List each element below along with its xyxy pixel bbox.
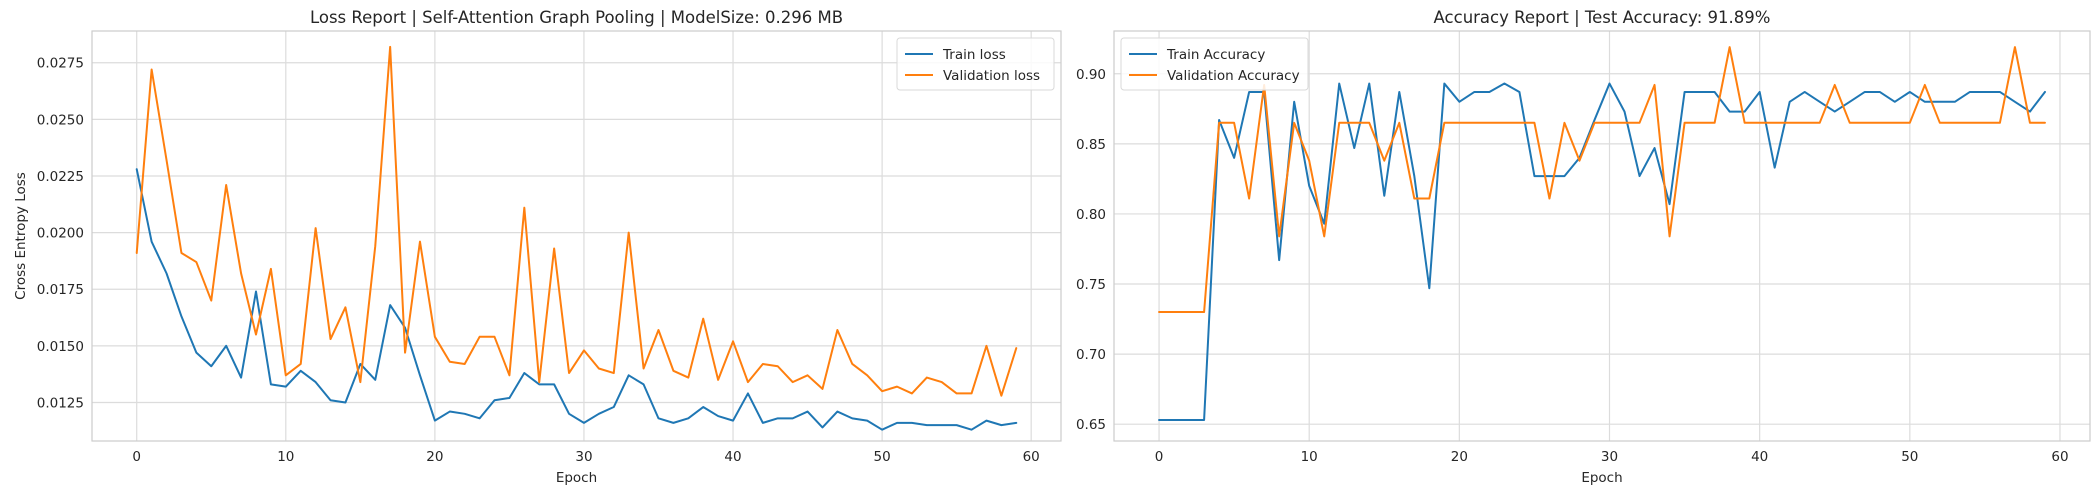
legend-entry: Train loss bbox=[942, 47, 1006, 63]
legend-box bbox=[896, 37, 1055, 91]
y-tick-label: 0.90 bbox=[1076, 67, 1106, 83]
legend-entry: Train Accuracy bbox=[1166, 47, 1265, 63]
x-tick-label: 40 bbox=[724, 449, 741, 465]
y-tick-label: 0.0150 bbox=[37, 339, 84, 355]
y-tick-label: 0.0175 bbox=[37, 282, 84, 298]
y-tick-label: 0.0200 bbox=[37, 226, 84, 242]
legend: Train loss Validation loss bbox=[896, 37, 1055, 91]
series-line-validation-accuracy bbox=[1158, 46, 2046, 314]
x-tick-label: 10 bbox=[1301, 449, 1318, 465]
y-tick-label: 0.0125 bbox=[37, 395, 84, 411]
accuracy-chart-panel: 0 10 20 30 40 50 60 0.65 0.70 0.75 0.80 0.85 0.90 Acc… bbox=[1076, 8, 2091, 486]
x-axis-label: Epoch bbox=[556, 470, 597, 486]
y-tick-label: 0.65 bbox=[1076, 417, 1106, 433]
x-tick-label: 50 bbox=[874, 449, 891, 465]
x-axis-label: Epoch bbox=[1581, 470, 1622, 486]
y-tick-label: 0.70 bbox=[1076, 347, 1106, 363]
y-tick-label: 0.0225 bbox=[37, 169, 84, 185]
legend-box bbox=[1120, 37, 1309, 91]
x-tick-label: 0 bbox=[132, 449, 141, 465]
plot-frame bbox=[91, 30, 1062, 442]
x-tick-label: 30 bbox=[575, 449, 592, 465]
legend-entry: Validation loss bbox=[943, 68, 1040, 84]
y-tick-label: 0.75 bbox=[1076, 277, 1106, 293]
y-tick-label: 0.0250 bbox=[37, 112, 84, 128]
x-tick-label: 10 bbox=[277, 449, 294, 465]
loss-chart-panel: 0 10 20 30 40 50 60 0.0125 0.0150 0.0175 0.0200 0.0… bbox=[13, 8, 1062, 486]
x-tick-label: 0 bbox=[1155, 449, 1164, 465]
legend-entry: Validation Accuracy bbox=[1167, 68, 1300, 84]
plot-frame bbox=[1113, 30, 2091, 442]
y-tick-label: 0.85 bbox=[1076, 137, 1106, 153]
chart-title: Loss Report | Self-Attention Graph Pooli… bbox=[310, 8, 843, 27]
y-axis-label: Cross Entropy Loss bbox=[13, 172, 29, 300]
x-tick-label: 60 bbox=[1023, 449, 1040, 465]
series-line-train-accuracy bbox=[1158, 82, 2046, 421]
x-tick-label: 60 bbox=[2051, 449, 2068, 465]
legend: Train Accuracy Validation Accuracy bbox=[1120, 37, 1309, 91]
x-tick-label: 30 bbox=[1601, 449, 1618, 465]
chart-title: Accuracy Report | Test Accuracy: 91.89% bbox=[1434, 8, 1771, 27]
series-line-validation-loss bbox=[135, 45, 1018, 397]
series-line-train-loss bbox=[135, 168, 1018, 431]
y-tick-label: 0.0275 bbox=[37, 56, 84, 72]
x-tick-label: 40 bbox=[1751, 449, 1768, 465]
x-tick-label: 50 bbox=[1901, 449, 1918, 465]
y-tick-label: 0.80 bbox=[1076, 207, 1106, 223]
x-tick-label: 20 bbox=[426, 449, 443, 465]
grid bbox=[92, 31, 1061, 441]
x-tick-label: 20 bbox=[1451, 449, 1468, 465]
